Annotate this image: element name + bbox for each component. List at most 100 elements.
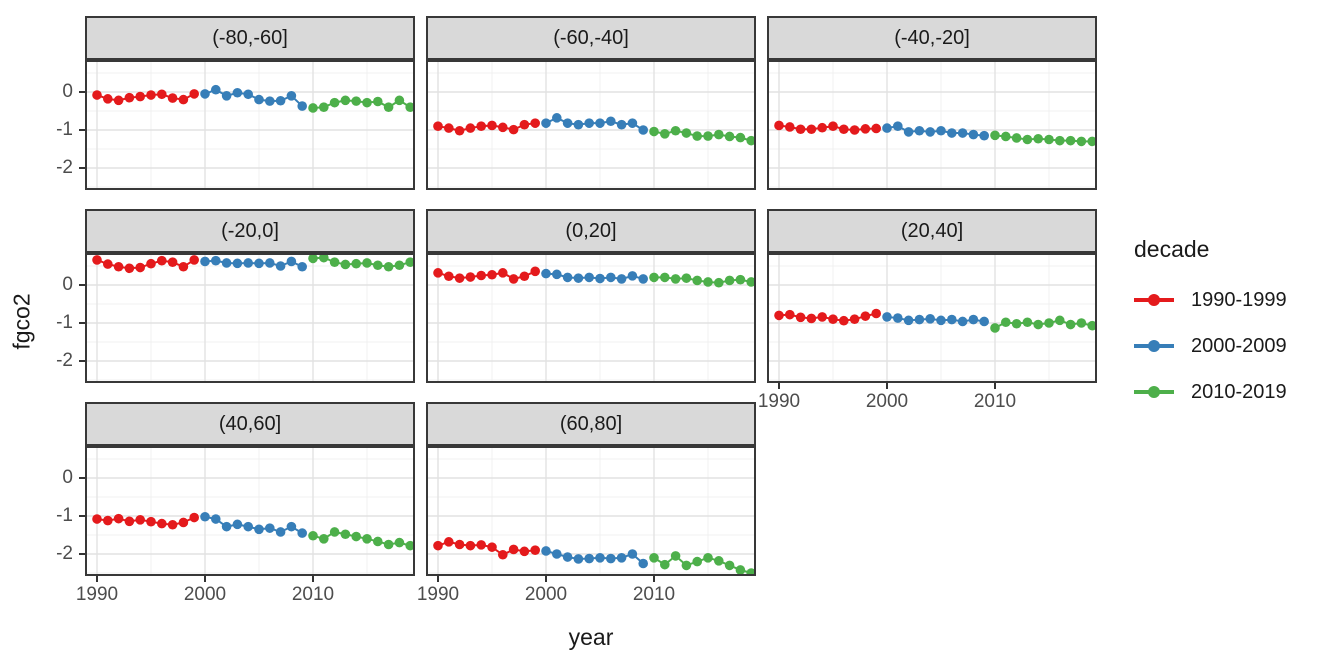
facet-plot-area [87,62,413,188]
series-line-2010-2019 [312,256,411,268]
legend-key-icon [1134,293,1174,307]
data-point-1990-1999-1992 [795,312,806,323]
data-point-2010-2019-2018 [394,260,405,271]
facet-plot-area [769,255,1095,381]
data-point-2010-2019-2014 [351,96,362,106]
data-point-2010-2019-2017 [724,131,735,142]
series-line-1990-1999 [437,122,536,132]
data-point-2000-2009-2006 [606,553,616,564]
data-point-1990-1999-1999 [530,118,540,128]
facet-(60,80]: (60,80] [426,402,756,576]
data-point-2000-2009-2009 [297,261,307,272]
data-point-2010-2019-2010 [990,323,1000,333]
data-point-2000-2009-2003 [573,554,584,564]
data-point-1990-1999-1998 [860,124,871,134]
data-point-1990-1999-1990 [92,514,102,524]
series-line-2010-2019 [653,129,752,142]
x-tick-mark [545,576,547,582]
x-tick-label: 2010 [291,584,335,605]
data-point-1990-1999-1994 [135,515,145,525]
data-point-1990-1999-1995 [146,258,156,269]
data-point-1990-1999-1996 [498,549,508,560]
data-point-2010-2019-2014 [692,275,702,286]
series-line-2010-2019 [994,134,1093,143]
data-point-1990-1999-1996 [839,124,849,135]
facet-(-20,0]: (-20,0] [85,209,415,383]
data-point-2000-2009-2000 [200,511,210,522]
facet-panel [767,253,1097,383]
data-point-2010-2019-2018 [1076,136,1087,147]
data-point-2000-2009-2000 [882,312,892,322]
facet-plot-area [87,448,413,574]
data-point-2010-2019-2017 [724,560,735,571]
series-line-1990-1999 [96,516,195,526]
data-point-2010-2019-2018 [735,274,746,285]
data-point-2000-2009-2003 [232,258,243,269]
data-point-2000-2009-2002 [562,118,573,128]
data-point-1990-1999-1996 [157,518,167,529]
y-tick-mark [79,284,85,286]
data-point-2000-2009-2004 [925,127,935,137]
y-axis-title: fgco2 [8,293,35,350]
data-point-1990-1999-1998 [178,261,189,272]
legend-key-dot [1148,386,1160,398]
facet-strip: (60,80] [426,402,756,446]
data-point-2010-2019-2018 [735,132,746,143]
data-point-1990-1999-1996 [157,89,167,100]
facet-strip-label: (0,20] [565,219,617,242]
data-point-2000-2009-2004 [243,521,253,532]
y-tick-label: -2 [56,543,73,564]
data-point-2000-2009-2005 [936,125,946,136]
series-line-2010-2019 [653,554,752,574]
data-point-1990-1999-1994 [476,540,486,550]
data-point-2000-2009-2005 [254,94,264,105]
data-point-2010-2019-2018 [394,537,405,548]
facet-plot-area [87,255,413,381]
data-point-2010-2019-2019 [746,277,754,287]
data-point-1990-1999-1998 [519,546,530,557]
data-point-2000-2009-2003 [914,125,925,136]
legend-key-dot [1148,340,1160,352]
data-point-2010-2019-2011 [660,272,670,283]
data-point-2000-2009-2005 [936,315,946,326]
data-point-2000-2009-2003 [232,87,243,98]
legend-key-dot [1148,294,1160,306]
data-point-2000-2009-2002 [562,552,573,562]
data-point-2010-2019-2012 [670,551,681,561]
data-point-2000-2009-2003 [232,519,243,530]
data-point-2010-2019-2018 [394,95,405,106]
facet-(20,40]: (20,40] [767,209,1097,383]
x-tick-label: 2000 [524,584,568,605]
data-point-2010-2019-2017 [724,275,735,286]
legend-key-icon [1134,339,1174,353]
x-tick-mark [204,576,206,582]
facet-strip: (-60,-40] [426,16,756,60]
legend-item-2010-2019: 2010-2019 [1134,369,1340,415]
data-point-2000-2009-2006 [265,523,275,533]
data-point-2000-2009-2006 [606,272,616,283]
data-point-2000-2009-2002 [221,91,232,101]
data-point-2010-2019-2014 [1033,133,1043,144]
data-point-1990-1999-1990 [774,120,784,131]
facet-strip-label: (-60,-40] [553,26,629,49]
data-point-2010-2019-2012 [329,527,340,537]
facet-(0,20]: (0,20] [426,209,756,383]
x-tick-label: 2010 [973,391,1017,412]
data-point-2000-2009-2007 [616,553,627,563]
data-point-2000-2009-2009 [638,125,648,135]
y-tick-label: 0 [62,81,73,102]
facet-plot-area [428,448,754,574]
data-point-1990-1999-1991 [444,271,454,282]
y-tick-label: 0 [62,467,73,488]
data-point-2000-2009-2000 [541,546,551,556]
facet-strip-label: (60,80] [559,412,623,435]
data-point-1990-1999-1993 [124,263,135,274]
y-tick-label: -2 [56,350,73,371]
series-line-2010-2019 [312,99,411,109]
series-line-2010-2019 [654,276,752,284]
data-point-1990-1999-1993 [465,272,476,282]
data-point-2000-2009-2007 [616,119,627,130]
data-point-2010-2019-2011 [319,102,329,112]
series-line-2000-2009 [886,315,985,323]
